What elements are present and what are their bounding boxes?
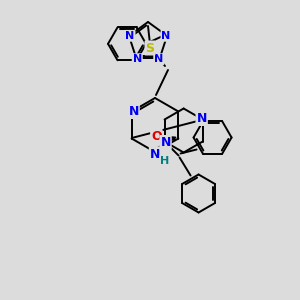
- Text: S: S: [146, 41, 154, 55]
- Text: N: N: [133, 54, 142, 64]
- Text: N: N: [150, 148, 160, 160]
- Text: H: H: [160, 156, 169, 166]
- Text: N: N: [128, 105, 139, 118]
- Text: N: N: [125, 31, 135, 41]
- Text: N: N: [161, 31, 171, 41]
- Text: N: N: [196, 112, 207, 125]
- Text: O: O: [151, 130, 162, 143]
- Text: N: N: [154, 54, 164, 64]
- Text: N: N: [160, 136, 171, 149]
